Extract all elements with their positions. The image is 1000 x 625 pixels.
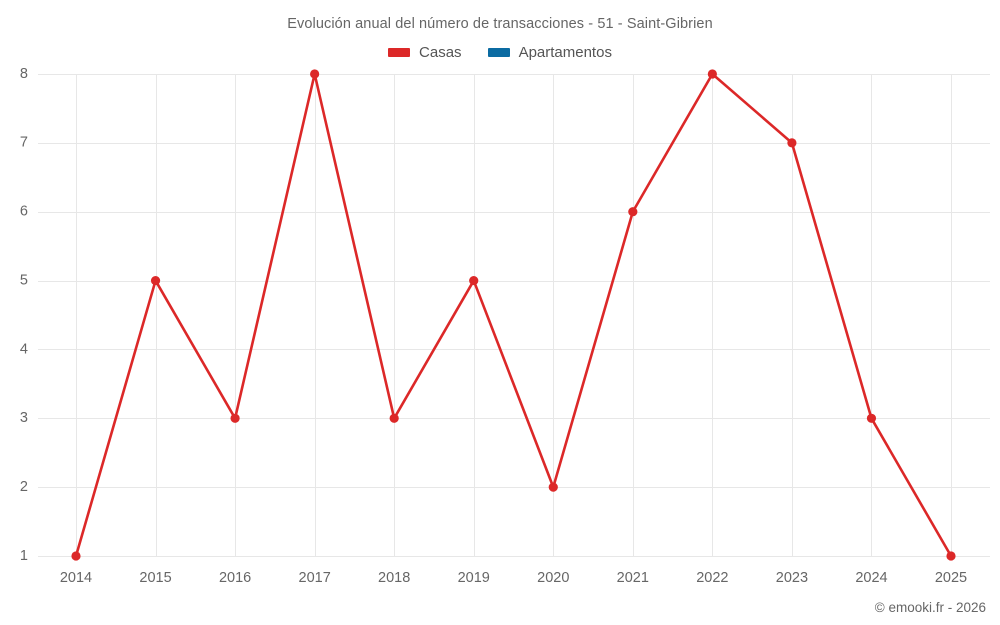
legend-item-apartamentos[interactable]: Apartamentos bbox=[487, 44, 612, 61]
series-markers bbox=[71, 69, 956, 561]
data-point-marker[interactable] bbox=[310, 69, 320, 79]
series-lines bbox=[74, 72, 953, 558]
data-point-marker[interactable] bbox=[628, 207, 638, 217]
x-axis-tick-label: 2025 bbox=[935, 570, 967, 586]
x-axis-tick-label: 2024 bbox=[855, 570, 887, 586]
legend-swatch-casas bbox=[388, 48, 411, 57]
y-gridlines bbox=[38, 74, 990, 557]
y-axis-tick-label: 3 bbox=[20, 410, 28, 426]
data-point-marker[interactable] bbox=[866, 413, 877, 423]
legend-label-apartamentos: Apartamentos bbox=[518, 44, 612, 61]
legend-item-casas[interactable]: Casas bbox=[388, 45, 462, 60]
y-axis-tick-label: 7 bbox=[20, 135, 28, 151]
x-axis-tick-label: 2016 bbox=[219, 570, 251, 586]
chart-title: Evolución anual del número de transaccio… bbox=[287, 16, 713, 32]
series-line-casas bbox=[74, 72, 953, 558]
data-point-marker[interactable] bbox=[71, 551, 81, 561]
y-axis-tick-labels: 1 2 3 4 5 6 7 8 bbox=[20, 66, 28, 564]
legend-swatch-apartamentos bbox=[487, 48, 510, 57]
x-axis-tick-label: 2022 bbox=[696, 570, 728, 586]
y-axis-tick-label: 1 bbox=[20, 548, 28, 564]
data-point-marker[interactable] bbox=[946, 551, 956, 561]
legend-label-casas: Casas bbox=[419, 44, 462, 61]
y-axis-tick-label: 5 bbox=[20, 272, 28, 288]
x-axis-tick-label: 2021 bbox=[617, 570, 649, 586]
y-axis-tick-label: 4 bbox=[20, 341, 28, 357]
data-point-marker[interactable] bbox=[469, 275, 479, 286]
data-point-marker[interactable] bbox=[389, 413, 399, 423]
x-axis-tick-label: 2014 bbox=[60, 570, 92, 586]
x-axis-tick-label: 2020 bbox=[537, 570, 569, 586]
y-axis-tick-label: 8 bbox=[20, 66, 28, 82]
data-point-marker[interactable] bbox=[230, 413, 240, 423]
x-axis-tick-label: 2023 bbox=[776, 570, 808, 586]
x-axis-tick-label: 2019 bbox=[458, 570, 490, 586]
data-point-marker[interactable] bbox=[548, 482, 558, 492]
data-point-marker[interactable] bbox=[787, 138, 797, 148]
data-point-marker[interactable] bbox=[150, 275, 161, 286]
y-axis-tick-label: 6 bbox=[20, 204, 28, 220]
x-gridlines bbox=[76, 74, 952, 556]
credit-text: © emooki.fr - 2026 bbox=[874, 600, 986, 615]
x-axis-tick-labels: 2014 2015 2016 2017 2018 2019 2020 2021 2022 2023… bbox=[60, 570, 967, 586]
data-point-marker[interactable] bbox=[707, 69, 717, 79]
chart-legend: Casas Apartamentos bbox=[0, 45, 1000, 60]
x-axis-tick-label: 2015 bbox=[139, 570, 171, 586]
x-axis-tick-label: 2017 bbox=[299, 570, 331, 586]
x-axis-tick-label: 2018 bbox=[378, 570, 410, 586]
y-axis-tick-label: 2 bbox=[20, 479, 28, 495]
